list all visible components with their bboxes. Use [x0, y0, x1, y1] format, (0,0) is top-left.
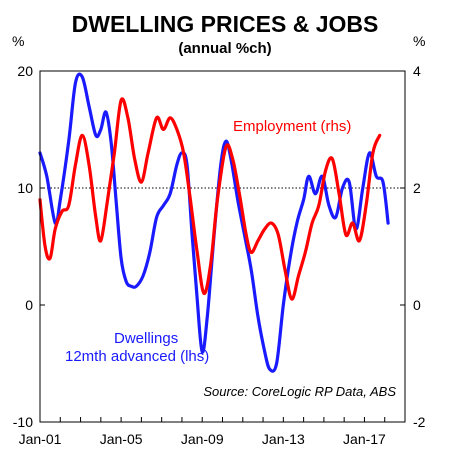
source-note: Source: CoreLogic RP Data, ABS [203, 384, 396, 399]
dwellings-series-line [38, 72, 390, 373]
dwellings-series-label-line-1: Dwellings [114, 330, 178, 347]
right-axis-tick-label: 4 [413, 63, 421, 79]
right-axis-tick-label: 0 [413, 297, 421, 313]
x-axis-tick-label: Jan-13 [262, 431, 305, 447]
x-axis-tick-label: Jan-17 [343, 431, 386, 447]
left-axis-tick-label: 20 [17, 63, 33, 79]
chart-subtitle: (annual %ch) [178, 40, 271, 57]
right-axis-tick-label: -2 [413, 414, 426, 430]
right-axis-unit: % [413, 33, 425, 49]
left-axis-tick-label: 0 [25, 297, 33, 313]
left-axis-tick-label: 10 [17, 180, 33, 196]
right-axis-tick-label: 2 [413, 180, 421, 196]
chart-title: DWELLING PRICES & JOBS [72, 11, 379, 37]
left-axis-unit: % [12, 33, 24, 49]
left-axis-tick-label: -10 [13, 414, 33, 430]
dwellings-series-label-line-2: 12mth advanced (lhs) [65, 348, 209, 365]
series-layer [38, 72, 390, 373]
x-axis-tick-label: Jan-05 [100, 431, 143, 447]
employment-series-label: Employment (rhs) [233, 118, 351, 135]
employment-series-line [38, 97, 382, 301]
x-axis-tick-label: Jan-01 [19, 431, 62, 447]
x-axis-tick-label: Jan-09 [181, 431, 224, 447]
